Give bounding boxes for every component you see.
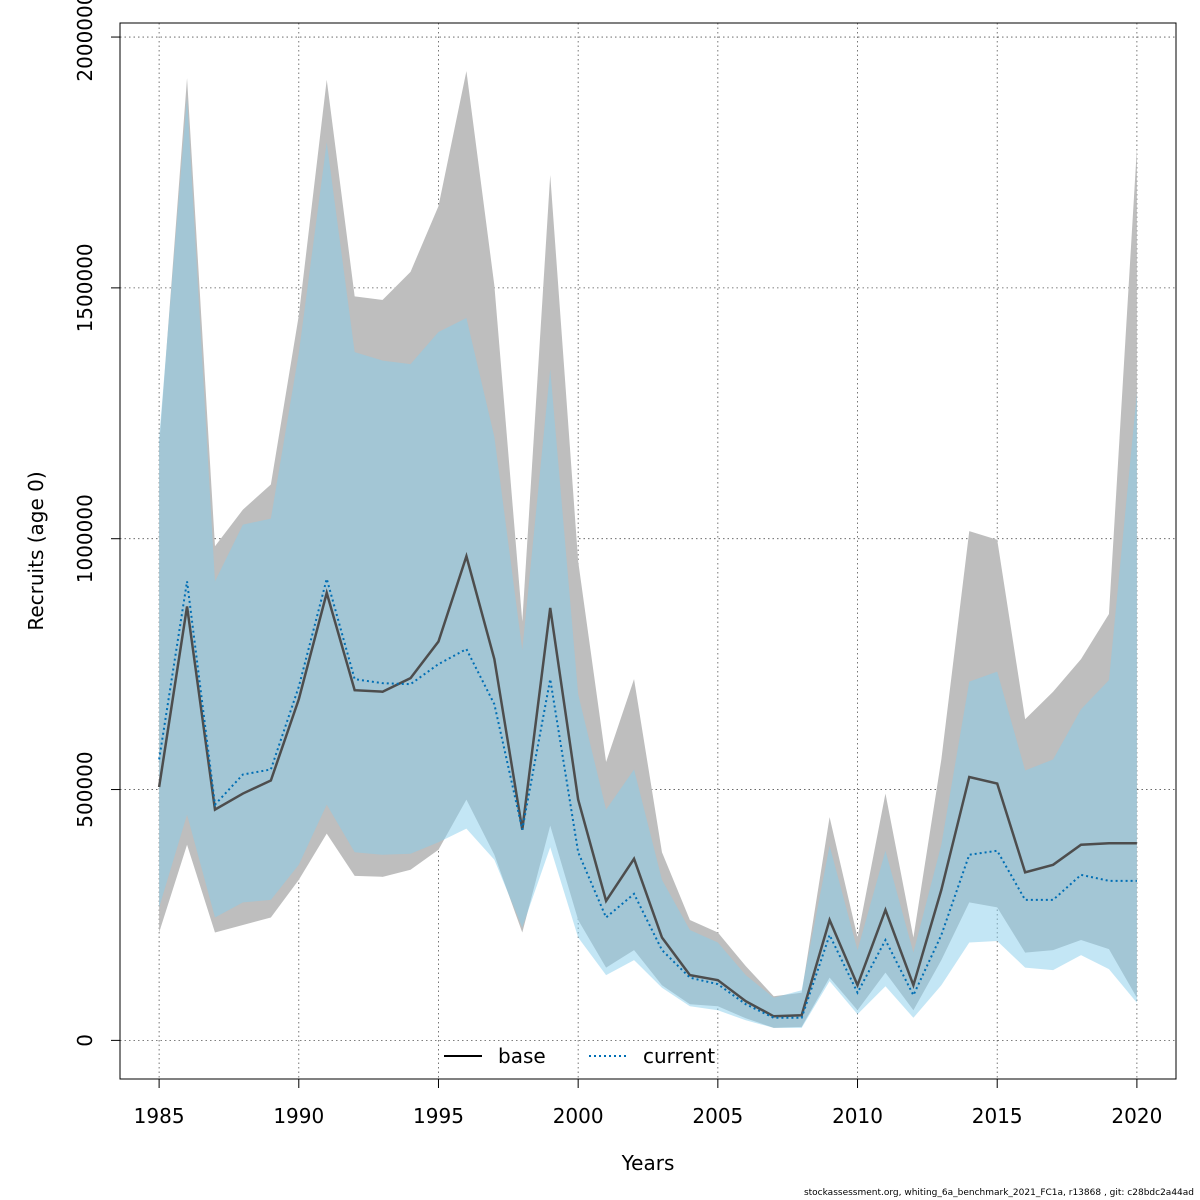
y-axis-title: Recruits (age 0) [24, 471, 48, 630]
y-axis: 0 500000 1000000 1500000 2000000 [73, 0, 121, 1047]
x-axis-title: Years [621, 1151, 675, 1175]
y-tick-label-500000: 500000 [73, 751, 97, 827]
x-axis: 1985 1990 1995 2000 2005 2010 2015 2020 [134, 1078, 1162, 1128]
y-tick-label-2000000: 2000000 [73, 0, 97, 82]
series-line-base [157, 551, 1137, 1018]
x-tick-label-1990: 1990 [273, 1104, 324, 1128]
y-tick-label-1500000: 1500000 [73, 243, 97, 332]
legend: base current [444, 1044, 715, 1068]
confidence-bands [159, 71, 1137, 1028]
confidence-band-current [159, 97, 1137, 1028]
x-tick-label-2000: 2000 [553, 1104, 604, 1128]
x-tick-label-2020: 2020 [1111, 1104, 1162, 1128]
x-tick-label-2005: 2005 [692, 1104, 743, 1128]
x-tick-label-2010: 2010 [832, 1104, 883, 1128]
footer-credit: stockassessment.org, whiting_6a_benchmar… [803, 1188, 1194, 1198]
y-tick-label-0: 0 [73, 1034, 97, 1047]
legend-label-base: base [498, 1044, 546, 1068]
y-tick-label-1000000: 1000000 [73, 494, 97, 583]
x-tick-label-2015: 2015 [972, 1104, 1023, 1128]
x-tick-label-1985: 1985 [134, 1104, 185, 1128]
x-tick-label-1995: 1995 [413, 1104, 464, 1128]
series-lines [157, 551, 1137, 1019]
legend-label-current: current [643, 1044, 715, 1068]
